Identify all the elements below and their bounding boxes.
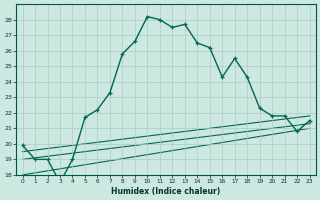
X-axis label: Humidex (Indice chaleur): Humidex (Indice chaleur) bbox=[111, 187, 221, 196]
